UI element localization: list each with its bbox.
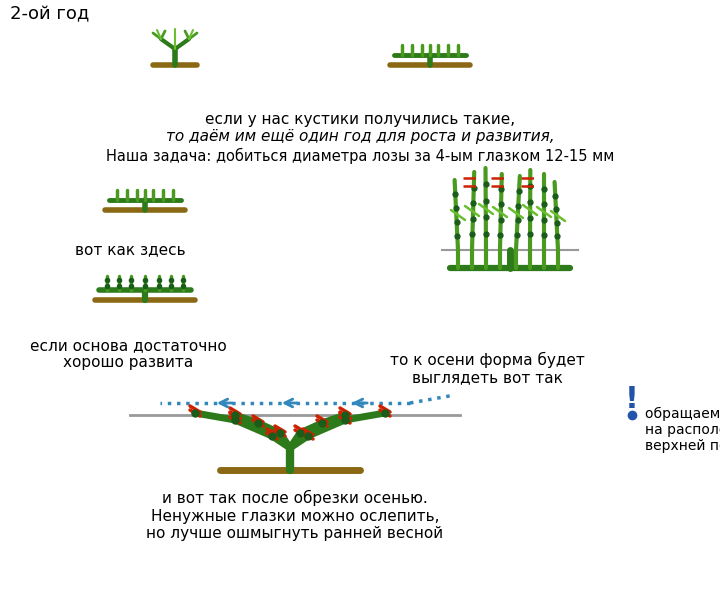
Text: !: ! (625, 385, 639, 415)
Text: 2-ой год: 2-ой год (10, 5, 89, 23)
Text: вот как здесь: вот как здесь (75, 242, 186, 257)
Text: то даём им ещё один год для роста и развития,: то даём им ещё один год для роста и разв… (166, 129, 554, 144)
Text: обращаем внимание
на расположение
верхней почки: обращаем внимание на расположение верхне… (645, 407, 720, 454)
Text: и вот так после обрезки осенью.
Ненужные глазки можно ослепить,
но лучше ошмыгну: и вот так после обрезки осенью. Ненужные… (146, 490, 444, 541)
Text: Наша задача: добиться диаметра лозы за 4-ым глазком 12-15 мм: Наша задача: добиться диаметра лозы за 4… (106, 148, 614, 164)
Text: то к осени форма будет
выглядеть вот так: то к осени форма будет выглядеть вот так (390, 352, 585, 386)
Text: если у нас кустики получились такие,: если у нас кустики получились такие, (205, 112, 515, 127)
Text: если основа достаточно
хорошо развита: если основа достаточно хорошо развита (30, 338, 227, 370)
